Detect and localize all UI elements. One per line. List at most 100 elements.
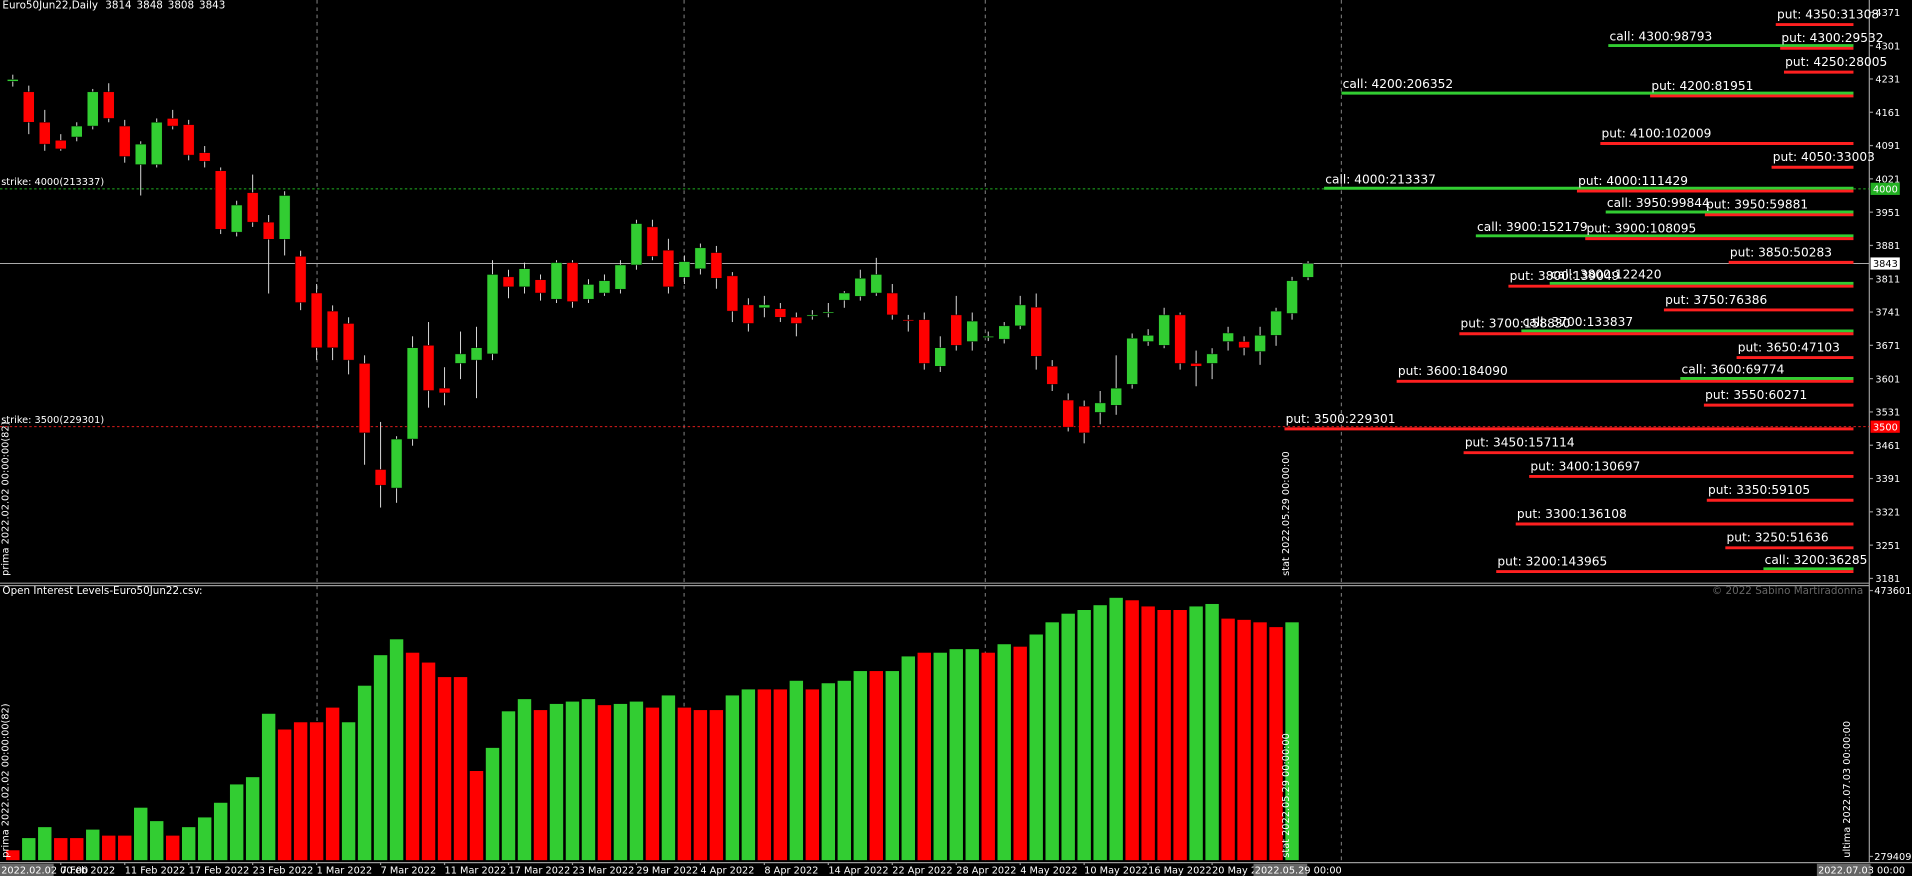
oi-bar — [581, 699, 596, 861]
candle-body — [182, 124, 195, 156]
oi-bar — [1173, 609, 1187, 861]
oi-bar — [853, 671, 868, 861]
candle-body — [1286, 280, 1298, 314]
x-tick-label: 17 Mar 2022 — [509, 866, 571, 876]
oi-bar — [325, 707, 340, 861]
put-label: put: 3400:130697 — [1530, 459, 1640, 473]
last-high: 3848 — [137, 0, 163, 12]
candle-body — [486, 274, 499, 355]
candle-body — [262, 221, 275, 240]
oi-bar — [1029, 634, 1043, 861]
y-tick-label: 3741 — [1875, 308, 1900, 319]
price-flag — [1870, 257, 1900, 270]
put-label: put: 3600:184090 — [1398, 364, 1508, 378]
oi-bar — [309, 722, 324, 861]
oi-bar — [469, 771, 484, 861]
oi-bar — [597, 705, 612, 861]
put-label: put: 3900:108095 — [1586, 222, 1696, 236]
oi-bar — [917, 652, 931, 861]
candle-body — [550, 262, 563, 300]
candle-body — [7, 79, 19, 82]
oi-bar — [1189, 606, 1203, 861]
x-tick-label: 8 Apr 2022 — [764, 866, 818, 876]
oi-bar — [949, 649, 963, 861]
candle-body — [1110, 387, 1122, 406]
oi-bar — [1253, 622, 1267, 861]
y-tick-label: 3321 — [1875, 507, 1900, 518]
oi-bar — [661, 695, 676, 861]
symbol: Euro50Jun22,Daily — [2, 0, 98, 12]
candle-body — [566, 262, 579, 302]
oi-bar — [213, 802, 228, 861]
oi-bar — [1093, 605, 1107, 861]
x-tick-label: 23 Mar 2022 — [572, 866, 634, 876]
x-tick-label: 22 Apr 2022 — [892, 866, 952, 876]
x-tick-label: 23 Feb 2022 — [253, 866, 314, 876]
candle-body — [1030, 307, 1042, 357]
put-label: put: 3450:157114 — [1465, 436, 1575, 450]
candle-body — [982, 336, 994, 338]
oi-bar — [118, 835, 132, 861]
y-tick-label: 3881 — [1875, 241, 1900, 252]
oi-bar — [533, 710, 548, 861]
y-tick-label: 3461 — [1875, 441, 1900, 452]
oi-bar — [517, 699, 532, 861]
call-label: call: 4300:98793 — [1610, 30, 1713, 44]
x-tick-label: 14 Apr 2022 — [828, 866, 888, 876]
oi-bar — [1013, 646, 1027, 861]
vertical-note: prima 2022.02.02 00:00:00(82) — [1, 422, 12, 576]
call-label: call: 4000:213337 — [1325, 172, 1436, 186]
candle-body — [166, 118, 179, 127]
price-flag-label: 3843 — [1873, 259, 1898, 270]
price-flag-label: 4000 — [1873, 185, 1898, 196]
price-flag — [1870, 420, 1900, 433]
candle-body — [998, 325, 1010, 340]
oi-bar — [1269, 627, 1283, 861]
candle-body — [390, 438, 403, 489]
put-label: put: 4300:29532 — [1781, 31, 1883, 45]
y-tick-label: 3391 — [1875, 474, 1900, 485]
candle-body — [582, 284, 595, 300]
candle-body — [710, 252, 723, 279]
put-label: put: 3700:158830 — [1461, 317, 1571, 331]
put-label: put: 3800:139049 — [1510, 269, 1620, 283]
y-tick-label: 4091 — [1875, 141, 1900, 152]
oi-bar — [405, 652, 420, 861]
y-tick-label: 3601 — [1875, 374, 1900, 385]
call-label: call: 4200:206352 — [1343, 77, 1454, 91]
candle-body — [822, 311, 835, 314]
y-tick-label: 2794093 — [1874, 852, 1912, 863]
y-tick-label: 4301 — [1875, 41, 1900, 52]
put-label: put: 4350:31308 — [1777, 7, 1879, 21]
candle-body — [886, 292, 899, 316]
candle-body — [614, 264, 627, 290]
put-label: put: 3250:51636 — [1727, 531, 1829, 545]
candle-body — [406, 347, 419, 440]
date-flag-label: 2022.07.03 00:00 — [1818, 866, 1905, 876]
put-label: put: 3850:50283 — [1730, 245, 1832, 259]
put-label: put: 3300:136108 — [1517, 507, 1627, 521]
candle-body — [310, 292, 323, 348]
oi-bar — [1125, 600, 1139, 861]
candle-body — [1254, 335, 1266, 352]
candle-body — [902, 319, 915, 322]
oi-bar — [6, 850, 20, 861]
strike-label: strike: 4000(213337) — [1, 177, 104, 188]
y-tick-label: 3811 — [1875, 274, 1900, 285]
oi-bar — [197, 817, 212, 861]
candle-body — [774, 308, 787, 318]
oi-bar — [70, 838, 84, 861]
x-tick-label: 4 Apr 2022 — [700, 866, 754, 876]
candle-body — [1206, 353, 1218, 364]
oi-bar — [485, 747, 500, 861]
put-label: put: 4000:111429 — [1578, 174, 1688, 188]
oi-bar — [549, 703, 564, 861]
candle-body — [1238, 341, 1250, 348]
date-flag — [0, 863, 54, 876]
x-tick-label: 17 Feb 2022 — [189, 866, 250, 876]
candle-body — [87, 91, 99, 127]
candle-body — [758, 304, 771, 309]
oi-bar — [373, 655, 388, 861]
vertical-note: ultima 2022.07.03 00:00:00 — [1842, 721, 1853, 858]
